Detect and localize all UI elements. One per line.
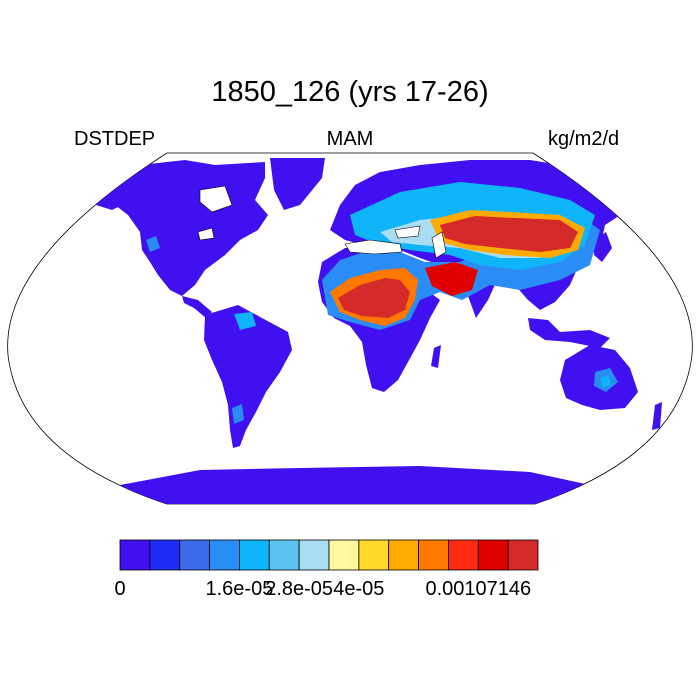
- se-asia-islands: [528, 318, 610, 348]
- black-sea: [394, 225, 421, 239]
- colorbar-swatch: [239, 539, 270, 571]
- new-zealand: [652, 402, 662, 430]
- central-america: [182, 296, 212, 318]
- colorbar-swatch: [209, 539, 240, 571]
- colorbar-tick-label: 1.6e-05: [205, 578, 274, 600]
- sa-coast-dust: [234, 312, 256, 330]
- units-label: kg/m2/d: [548, 128, 620, 150]
- japan: [594, 232, 612, 262]
- sahara-core: [338, 278, 410, 318]
- colorbar-swatch: [448, 539, 479, 571]
- madagascar: [431, 345, 441, 368]
- colorbar-swatch: [179, 539, 210, 571]
- water-bodies: [197, 185, 447, 259]
- australia-dust-core: [600, 376, 611, 388]
- colorbar-swatch: [328, 539, 360, 571]
- sa-dust: [232, 404, 244, 424]
- arabia: [425, 262, 478, 296]
- colorbar-tick-label: 0: [114, 578, 126, 600]
- mediterranean: [344, 239, 403, 255]
- variable-label: DSTDEP: [74, 128, 156, 150]
- antarctica: [100, 466, 600, 504]
- season-label: MAM: [326, 128, 374, 150]
- colorbar-tick-label: 4e-05: [333, 578, 385, 600]
- colorbar-swatch: [507, 539, 539, 571]
- na-dust: [146, 236, 160, 252]
- greenland: [270, 158, 325, 210]
- colorbar-swatch: [298, 539, 330, 571]
- central-asia-core: [440, 216, 578, 252]
- colorbar-swatch: [418, 539, 449, 571]
- colorbar-swatch: [477, 539, 509, 571]
- colorbar-swatch: [388, 539, 419, 571]
- colorbar-tick-label: 2.8e-05: [265, 578, 334, 600]
- south-america: [204, 305, 292, 448]
- plot-title: 1850_126 (yrs 17-26): [211, 76, 489, 108]
- colorbar-swatch: [149, 539, 181, 571]
- caspian-sea: [431, 231, 447, 259]
- colorbar-swatch: [119, 539, 151, 571]
- colorbar-swatch: [268, 539, 300, 571]
- colorbar-tick-label: 0.00107146: [425, 578, 532, 600]
- colorbar-swatch: [358, 539, 390, 571]
- hudson-bay: [199, 185, 233, 213]
- great-lakes: [197, 227, 215, 241]
